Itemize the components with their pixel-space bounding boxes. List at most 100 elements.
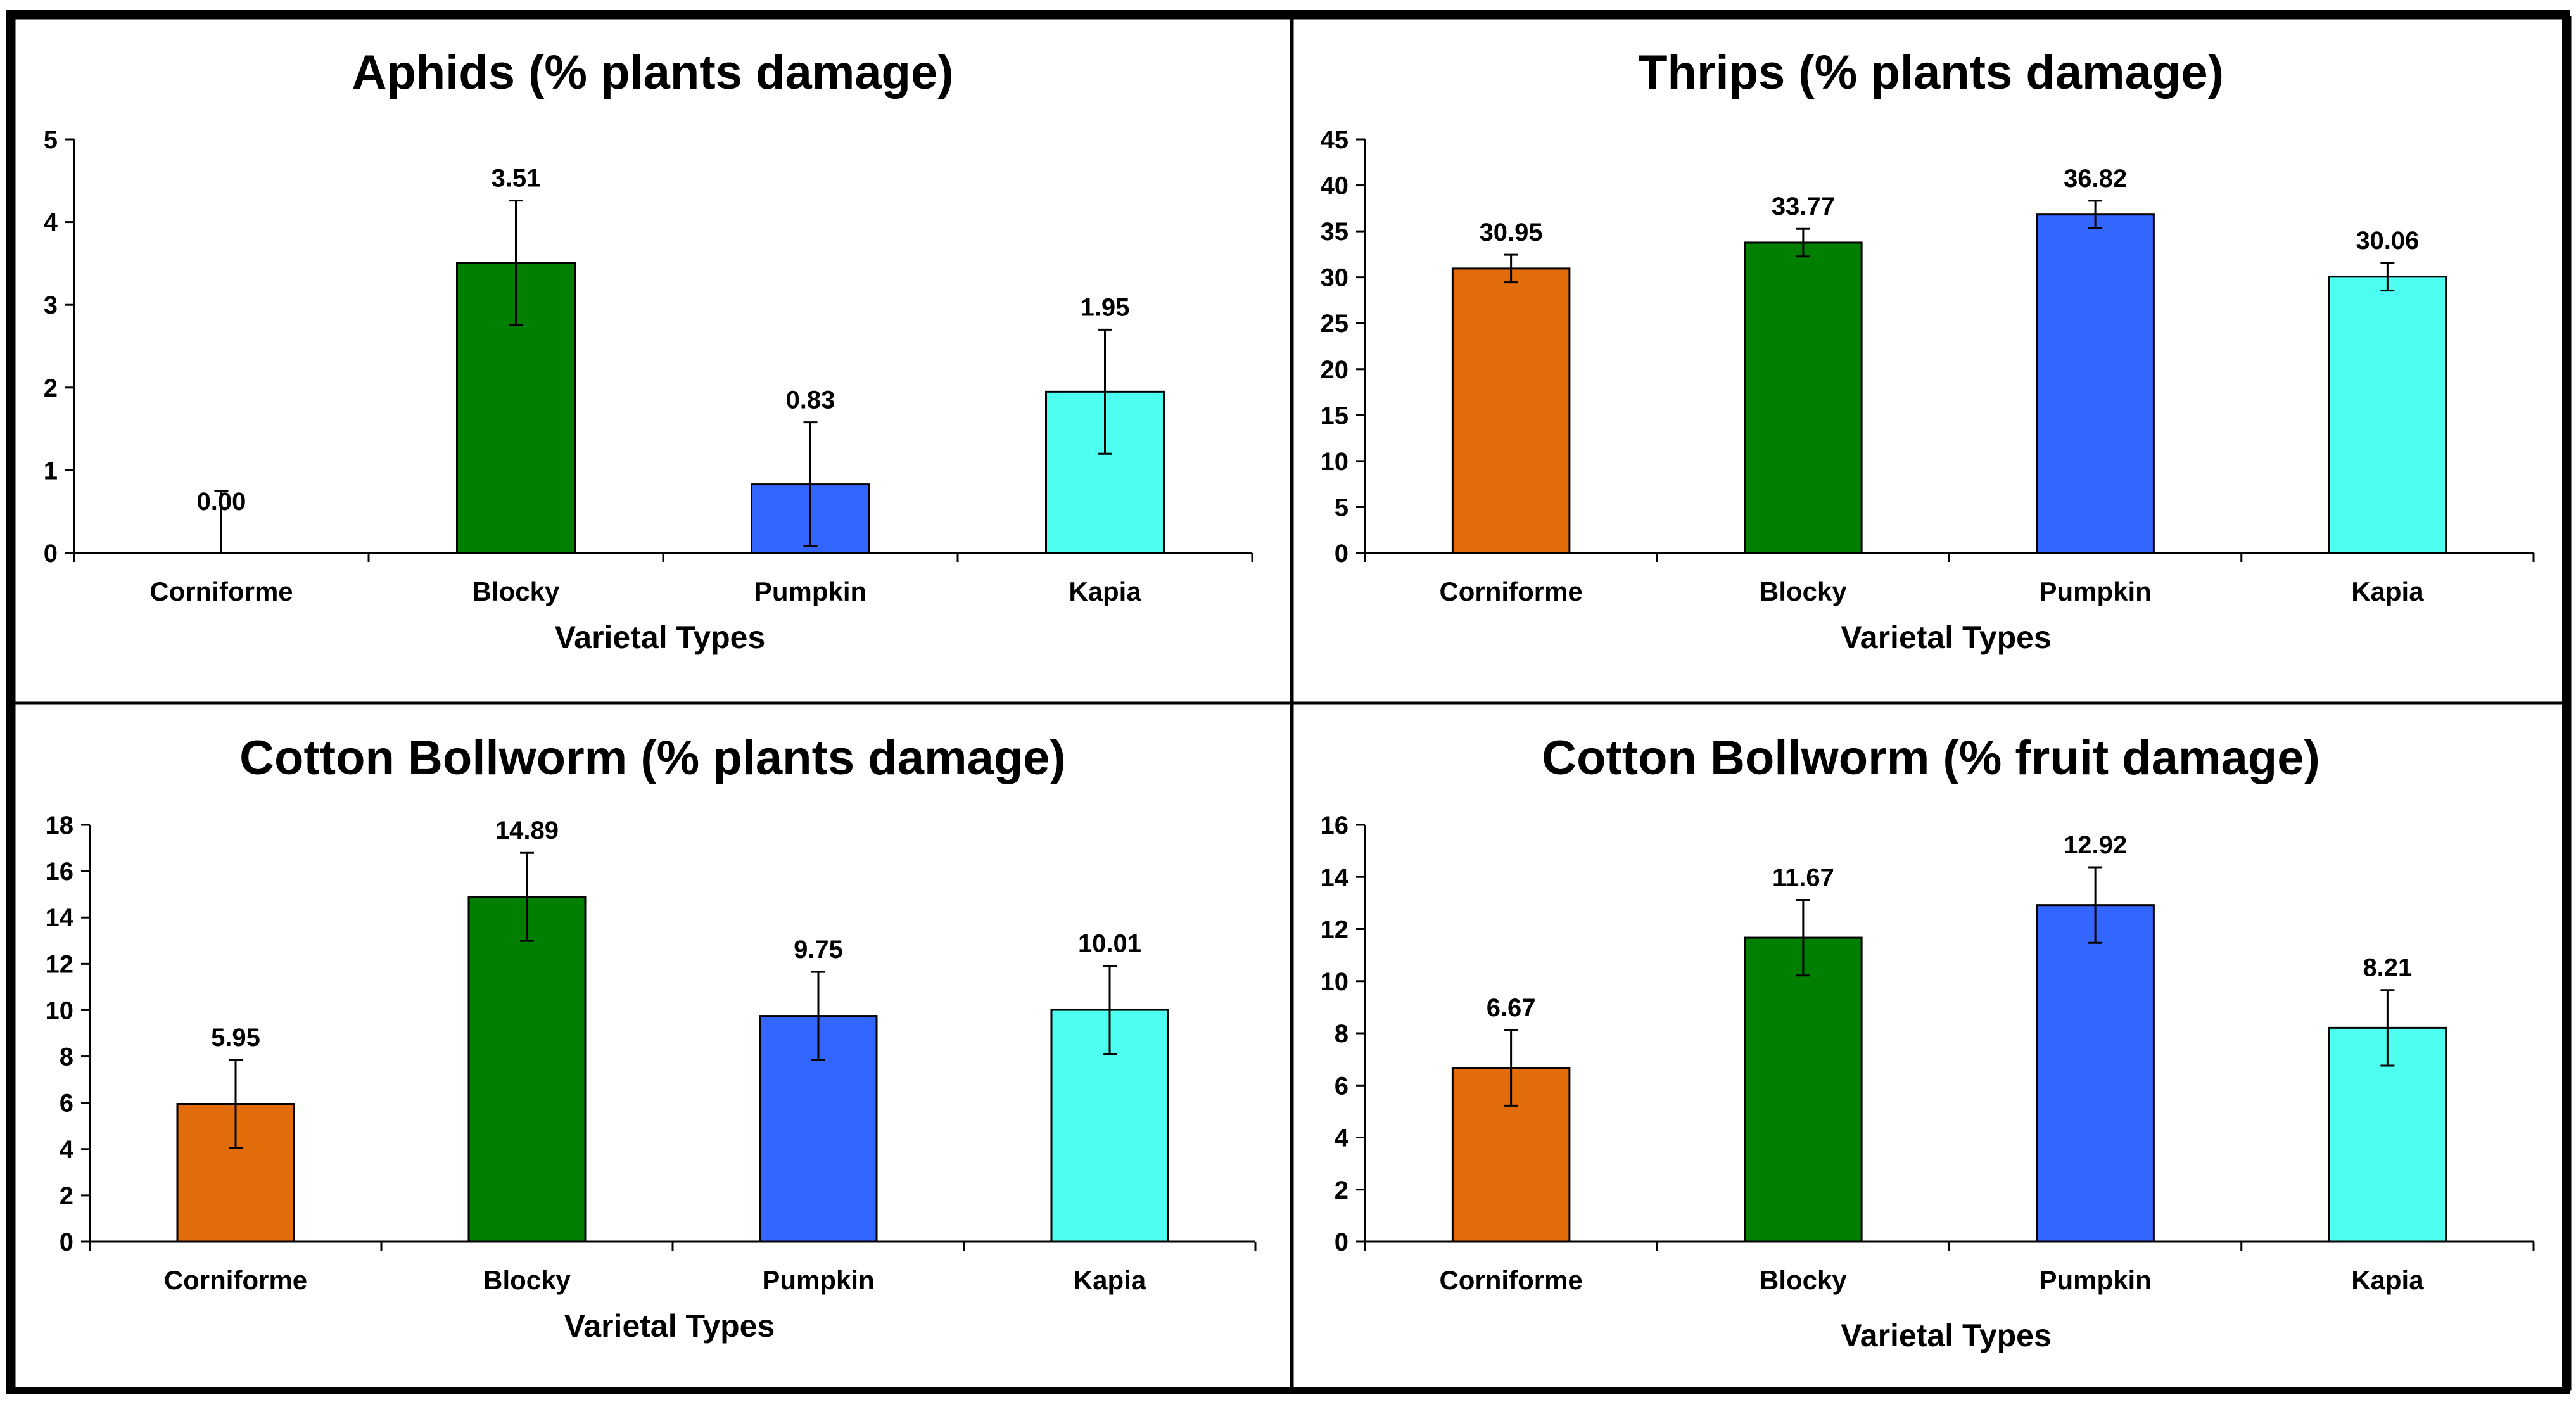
y-tick-label: 6 [60, 1090, 73, 1118]
y-tick-label: 8 [1335, 1020, 1348, 1048]
chart-title: Aphids (% plants damage) [352, 46, 953, 99]
bar-blocky [1744, 241, 1863, 554]
bar-blocky [1744, 936, 1863, 1243]
data-label-corniforme: 6.67 [1487, 994, 1536, 1022]
data-label-pumpkin: 9.75 [794, 936, 843, 964]
y-tick-label: 14 [46, 904, 74, 932]
y-tick-label: 0 [44, 540, 58, 568]
y-tick-label: 0 [60, 1228, 73, 1256]
y-tick-label: 3 [44, 291, 58, 319]
bar-pumpkin [2036, 213, 2155, 554]
y-tick-label: 35 [1321, 218, 1349, 246]
error-bar-blocky [1796, 898, 1810, 977]
data-label-blocky: 3.51 [492, 165, 541, 193]
category-label-blocky: Blocky [483, 1265, 571, 1295]
category-label-kapia: Kapia [2351, 1265, 2424, 1295]
data-label-corniforme: 0.00 [197, 488, 246, 516]
error-bar-blocky [509, 200, 523, 326]
figure-border [6, 10, 2570, 1394]
bar-blocky [467, 896, 587, 1243]
y-tick-label: 10 [46, 997, 74, 1024]
y-tick-label: 10 [1321, 968, 1349, 996]
y-tick-label: 5 [44, 126, 58, 154]
error-bar-pumpkin [2088, 866, 2103, 944]
error-bar-pumpkin [2088, 200, 2103, 229]
y-tick-label: 0 [1335, 540, 1348, 568]
data-label-blocky: 14.89 [495, 817, 559, 844]
category-label-corniforme: Corniforme [1439, 1265, 1582, 1295]
y-tick-label: 2 [44, 374, 58, 402]
y-tick-label: 4 [44, 209, 58, 237]
category-label-pumpkin: Pumpkin [2039, 577, 2151, 606]
data-label-corniforme: 5.95 [211, 1024, 260, 1052]
y-tick-label: 8 [60, 1043, 73, 1071]
y-tick-label: 4 [60, 1136, 74, 1164]
category-label-blocky: Blocky [1760, 577, 1847, 606]
category-label-blocky: Blocky [1760, 1265, 1847, 1295]
category-label-pumpkin: Pumpkin [2039, 1265, 2151, 1295]
y-tick-label: 5 [1335, 494, 1348, 521]
error-bar-kapia [2380, 262, 2395, 292]
error-bar-blocky [1796, 227, 1810, 258]
chart-panel-1: Aphids (% plants damage) 0 1 2 3 4 5 0.00 Cornif… [12, 16, 1293, 705]
data-label-kapia: 1.95 [1081, 293, 1130, 321]
category-label-pumpkin: Pumpkin [754, 577, 866, 606]
error-bar-corniforme [1504, 253, 1518, 284]
chart-panel-2: Thrips (% plants damage) 0 5 10 15 20 25 30 35 40… [1290, 16, 2572, 705]
category-label-kapia: Kapia [2351, 577, 2424, 606]
bar-corniforme [1451, 267, 1571, 554]
chart-panel-3: Cotton Bollworm (% plants damage) 0 2 4 6 8 10… [12, 701, 1293, 1391]
x-axis-title: Varietal Types [555, 620, 766, 655]
error-bar-pumpkin [803, 421, 818, 548]
category-label-blocky: Blocky [473, 577, 560, 606]
x-axis-title: Varietal Types [1841, 1318, 2052, 1353]
y-tick-label: 1 [44, 457, 58, 485]
chart-panel-4: Cotton Bollworm (% fruit damage) 0 2 4 6 8 10 1… [1290, 701, 2572, 1391]
error-bar-pumpkin [811, 971, 825, 1061]
y-tick-label: 18 [46, 812, 74, 839]
y-tick-label: 20 [1321, 356, 1349, 384]
data-label-kapia: 10.01 [1078, 930, 1141, 958]
data-label-corniforme: 30.95 [1480, 219, 1543, 246]
y-tick-label: 12 [1321, 916, 1349, 944]
y-tick-label: 12 [46, 950, 74, 978]
category-label-kapia: Kapia [1069, 577, 1141, 606]
y-tick-label: 16 [1321, 812, 1349, 839]
data-label-blocky: 11.67 [1772, 864, 1834, 891]
x-axis-title: Varietal Types [564, 1308, 775, 1344]
y-tick-label: 16 [46, 858, 74, 886]
y-tick-label: 6 [1335, 1072, 1348, 1100]
data-label-pumpkin: 36.82 [2064, 165, 2127, 193]
chart-title: Cotton Bollworm (% plants damage) [239, 731, 1066, 785]
category-label-kapia: Kapia [1074, 1265, 1146, 1295]
y-tick-label: 2 [60, 1182, 73, 1210]
x-axis-title: Varietal Types [1841, 620, 2052, 655]
y-tick-label: 10 [1321, 448, 1349, 476]
y-tick-label: 0 [1335, 1228, 1348, 1256]
data-label-pumpkin: 0.83 [786, 386, 835, 414]
error-bar-kapia [1098, 328, 1112, 455]
error-bar-corniforme [229, 1059, 243, 1149]
y-tick-label: 15 [1321, 402, 1349, 430]
error-bar-corniforme [1504, 1029, 1518, 1107]
error-bar-kapia [2380, 989, 2395, 1067]
data-label-kapia: 8.21 [2363, 954, 2412, 982]
category-label-corniforme: Corniforme [164, 1265, 307, 1295]
bar-kapia [2328, 276, 2447, 554]
category-label-pumpkin: Pumpkin [762, 1265, 874, 1295]
y-tick-label: 14 [1321, 864, 1349, 891]
y-tick-label: 2 [1335, 1176, 1348, 1204]
y-tick-label: 25 [1321, 310, 1349, 338]
error-bar-kapia [1103, 965, 1117, 1055]
bar-pumpkin [2036, 904, 2155, 1243]
y-tick-label: 45 [1321, 126, 1349, 154]
data-label-kapia: 30.06 [2356, 227, 2419, 255]
y-tick-label: 4 [1335, 1125, 1349, 1152]
category-label-corniforme: Corniforme [149, 577, 293, 606]
data-label-pumpkin: 12.92 [2064, 831, 2127, 859]
chart-title: Thrips (% plants damage) [1638, 46, 2224, 99]
error-bar-blocky [520, 851, 534, 942]
error-bar-corniforme [214, 490, 229, 553]
category-label-corniforme: Corniforme [1439, 577, 1582, 606]
data-label-blocky: 33.77 [1772, 193, 1835, 220]
